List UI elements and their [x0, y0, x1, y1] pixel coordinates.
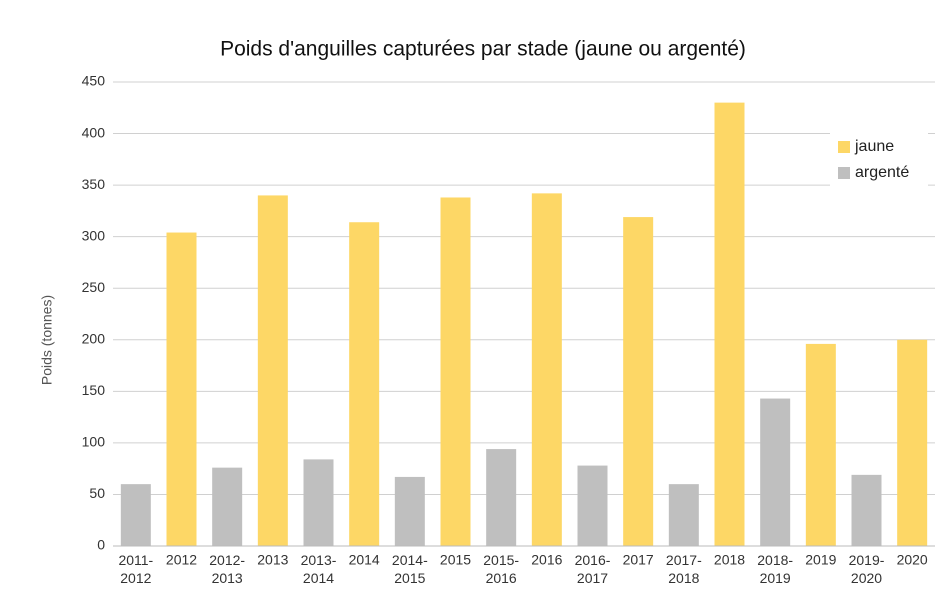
y-tick-label: 0 — [97, 537, 105, 553]
y-tick-label: 200 — [82, 330, 106, 346]
bar — [623, 217, 654, 546]
bar — [257, 195, 288, 546]
legend-label: argenté — [855, 164, 909, 181]
chart-title: Poids d'anguilles capturées par stade (j… — [220, 38, 746, 61]
x-tick-label: 2013 — [257, 552, 288, 568]
x-tick-label: 2017-2018 — [666, 552, 702, 586]
x-tick-label: 2015 — [440, 552, 471, 568]
legend-swatch — [838, 167, 850, 179]
x-tick-label: 2019-2020 — [849, 552, 885, 586]
bar — [668, 484, 699, 546]
x-tick-label: 2020 — [897, 552, 928, 568]
y-tick-label: 150 — [82, 382, 106, 398]
bar — [577, 465, 608, 546]
bar — [851, 474, 882, 546]
bar — [349, 222, 380, 546]
y-tick-label: 300 — [82, 227, 106, 243]
bar — [120, 484, 151, 546]
x-tick-label: 2011-2012 — [118, 552, 153, 586]
x-tick-label: 2018 — [714, 552, 745, 568]
bar — [714, 102, 745, 546]
x-tick-label: 2017 — [623, 552, 654, 568]
y-tick-label: 50 — [89, 485, 105, 501]
bar — [166, 232, 197, 546]
legend-label: jaune — [854, 138, 894, 155]
x-tick-label: 2012-2013 — [209, 552, 245, 586]
y-tick-label: 250 — [82, 279, 106, 295]
y-tick-label: 450 — [82, 73, 106, 89]
x-tick-label: 2015-2016 — [483, 552, 519, 586]
y-tick-label: 100 — [82, 434, 106, 450]
bar — [531, 193, 562, 547]
x-tick-label: 2013-2014 — [301, 552, 337, 586]
bar — [805, 343, 836, 546]
x-tick-label: 2014 — [349, 552, 380, 568]
y-axis-label: Poids (tonnes) — [39, 295, 55, 385]
y-tick-label: 350 — [82, 176, 106, 192]
x-tick-label: 2016 — [531, 552, 562, 568]
bar — [760, 398, 791, 546]
bar — [440, 197, 471, 547]
x-tick-label: 2012 — [166, 552, 197, 568]
x-tick-label: 2018-2019 — [757, 552, 793, 586]
x-tick-label: 2016-2017 — [575, 552, 611, 586]
legend-swatch — [838, 141, 850, 153]
bar — [897, 339, 928, 546]
bar — [303, 459, 334, 546]
bar — [212, 467, 243, 546]
x-tick-label: 2019 — [805, 552, 836, 568]
y-tick-label: 400 — [82, 124, 106, 140]
bar — [394, 476, 425, 546]
x-tick-label: 2014-2015 — [392, 552, 428, 586]
bar — [486, 449, 517, 546]
